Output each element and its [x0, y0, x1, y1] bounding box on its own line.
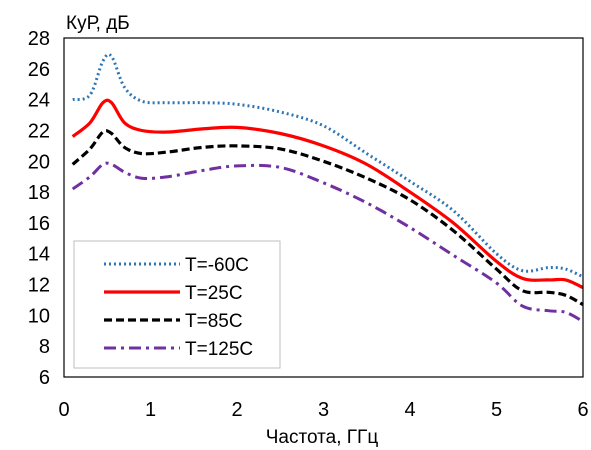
y-tick-label: 16: [28, 213, 50, 235]
series-line-2: [71, 98, 584, 290]
y-tick-label: 28: [28, 28, 50, 50]
x-tick-label: 5: [491, 399, 502, 421]
x-tick-label: 6: [577, 399, 588, 421]
x-tick-label: 1: [145, 399, 156, 421]
y-tick-label: 20: [28, 151, 50, 173]
y-tick-label: 6: [39, 367, 50, 389]
y-tick-label: 12: [28, 275, 50, 297]
y-tick-label: 22: [28, 120, 50, 142]
y-axis-title: КуР, дБ: [66, 13, 130, 34]
legend: T=-60C T=25C T=85C T=125C: [73, 240, 281, 369]
y-tick-label: 24: [28, 90, 50, 112]
series-lines: [71, 52, 584, 323]
x-axis-ticks: 0 1 2 3 4 5 6: [58, 399, 588, 421]
x-tick-label: 0: [58, 399, 69, 421]
y-tick-label: 8: [39, 336, 50, 358]
y-tick-label: 18: [28, 182, 50, 204]
legend-label: T=125C: [185, 339, 253, 360]
legend-label: T=-60C: [185, 255, 249, 276]
y-tick-label: 10: [28, 305, 50, 327]
series-line-3: [71, 129, 584, 307]
legend-label: T=25C: [185, 283, 243, 304]
series-line-1: [72, 52, 584, 279]
x-tick-label: 3: [318, 399, 329, 421]
x-tick-label: 2: [231, 399, 242, 421]
y-tick-label: 26: [28, 59, 50, 81]
y-tick-label: 14: [28, 244, 50, 266]
x-axis-title: Частота, ГГц: [266, 427, 379, 448]
plot-frame: [63, 37, 584, 378]
legend-label: T=85C: [185, 311, 243, 332]
x-tick-label: 4: [404, 399, 415, 421]
series-line-4: [71, 161, 584, 323]
y-axis-ticks: 6 8 10 12 14 16 18 20 22 24 26 28: [28, 28, 50, 389]
